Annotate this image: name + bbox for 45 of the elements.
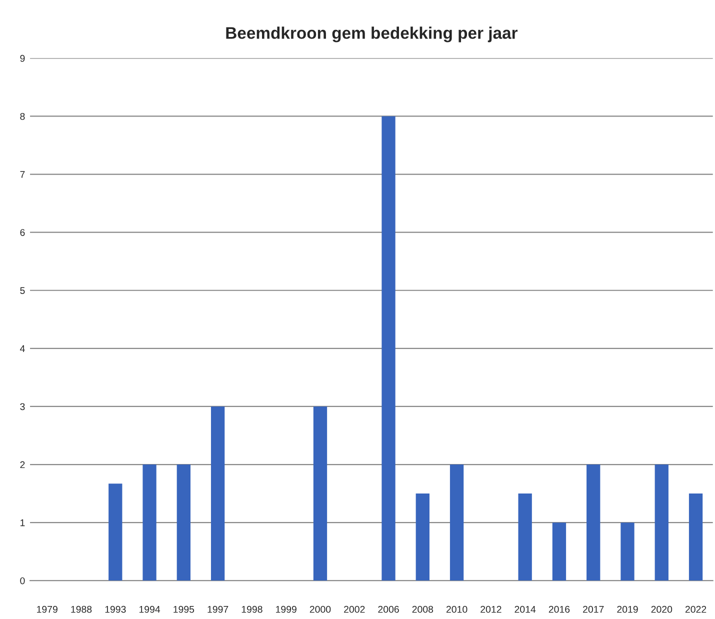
x-tick-label: 2017 xyxy=(583,606,604,613)
y-tick-label: 4 xyxy=(20,345,25,352)
x-tick-label: 2006 xyxy=(378,606,399,613)
x-tick-label: 2000 xyxy=(310,606,331,613)
x-tick-label: 2019 xyxy=(617,606,638,613)
bar xyxy=(688,494,703,581)
y-tick-label: 1 xyxy=(20,519,25,526)
y-tick-label: 5 xyxy=(20,287,25,294)
x-tick-label: 1994 xyxy=(139,606,160,613)
bar xyxy=(586,464,600,581)
x-tick-label: 2010 xyxy=(446,606,468,613)
x-tick-label: 2016 xyxy=(548,606,570,613)
x-tick-label: 1993 xyxy=(105,606,126,613)
x-tick-label: 2002 xyxy=(344,606,365,613)
bar xyxy=(518,494,532,581)
x-tick-label: 2012 xyxy=(480,606,502,613)
x-tick-label: 1997 xyxy=(208,606,228,613)
bar xyxy=(382,116,396,581)
bar xyxy=(416,494,430,581)
x-tick-label: 2008 xyxy=(412,606,434,613)
y-tick-label: 3 xyxy=(20,403,25,410)
bar xyxy=(313,406,328,581)
y-tick-label: 8 xyxy=(20,112,25,120)
x-tick-label: 1988 xyxy=(71,606,92,613)
bar xyxy=(450,464,464,581)
bar xyxy=(654,464,668,581)
x-tick-label: 1995 xyxy=(174,606,194,613)
y-tick-label: 9 xyxy=(20,54,25,62)
x-tick-label: 1979 xyxy=(37,606,58,613)
bar xyxy=(620,522,634,581)
bar xyxy=(176,464,190,581)
y-tick-label: 2 xyxy=(20,461,25,468)
x-tick-label: 1998 xyxy=(242,606,262,613)
chart-title: Beemdkroon gem bedekking per jaar xyxy=(226,26,518,42)
bar xyxy=(552,522,566,581)
x-tick-label: 2022 xyxy=(685,606,706,613)
x-tick-label: 2014 xyxy=(514,606,536,613)
bar xyxy=(210,406,225,581)
bar xyxy=(108,484,122,581)
bar xyxy=(142,464,156,581)
y-tick-label: 7 xyxy=(20,171,25,178)
x-tick-label: 2020 xyxy=(651,606,672,613)
x-tick-label: 1999 xyxy=(276,606,296,613)
y-tick-label: 6 xyxy=(20,229,25,236)
y-tick-label: 0 xyxy=(20,577,25,584)
